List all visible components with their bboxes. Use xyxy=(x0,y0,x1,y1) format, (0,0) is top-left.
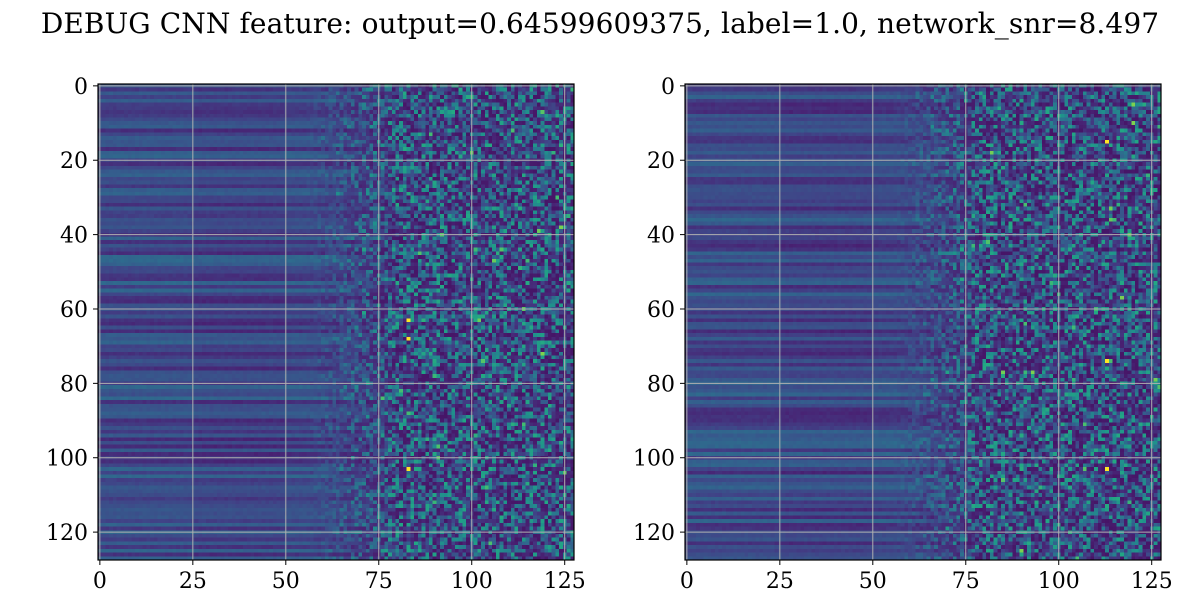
y-tick-label: 0 xyxy=(74,75,88,100)
y-tick-label: 20 xyxy=(647,149,675,174)
heatmap-image xyxy=(685,84,1161,560)
y-tick-label: 100 xyxy=(46,447,88,472)
y-tick-label: 120 xyxy=(46,521,88,546)
x-tick-label: 100 xyxy=(1038,569,1080,594)
x-tick-label: 50 xyxy=(272,569,300,594)
axes-frame xyxy=(97,83,575,561)
y-tick-label: 60 xyxy=(647,298,675,323)
y-tick-label: 80 xyxy=(647,372,675,397)
heatmap-panel-right: 0 25 50 75 100 125 0 20 40 60 80 100 120 xyxy=(633,75,1173,594)
y-tick-label: 40 xyxy=(647,224,675,249)
x-tick-label: 125 xyxy=(544,569,586,594)
axes-frame xyxy=(684,83,1162,561)
y-tick-label: 0 xyxy=(661,75,675,100)
x-tick-label: 75 xyxy=(365,569,393,594)
y-tick-label: 120 xyxy=(633,521,675,546)
x-tick-label: 0 xyxy=(93,569,107,594)
heatmap-panel-left: 0 25 50 75 100 125 0 20 40 60 80 100 120 xyxy=(46,75,586,594)
y-tick-label: 100 xyxy=(633,447,675,472)
x-tick-label: 25 xyxy=(766,569,794,594)
x-tick-label: 50 xyxy=(859,569,887,594)
x-tick-label: 125 xyxy=(1131,569,1173,594)
x-tick-label: 100 xyxy=(451,569,493,594)
x-tick-label: 75 xyxy=(952,569,980,594)
y-tick-label: 40 xyxy=(60,224,88,249)
x-tick-label: 25 xyxy=(179,569,207,594)
figure-title: DEBUG CNN feature: output=0.64599609375,… xyxy=(40,7,1160,40)
y-tick-label: 20 xyxy=(60,149,88,174)
y-tick-label: 60 xyxy=(60,298,88,323)
y-tick-label: 80 xyxy=(60,372,88,397)
x-tick-label: 0 xyxy=(680,569,694,594)
heatmap-image xyxy=(98,84,574,560)
